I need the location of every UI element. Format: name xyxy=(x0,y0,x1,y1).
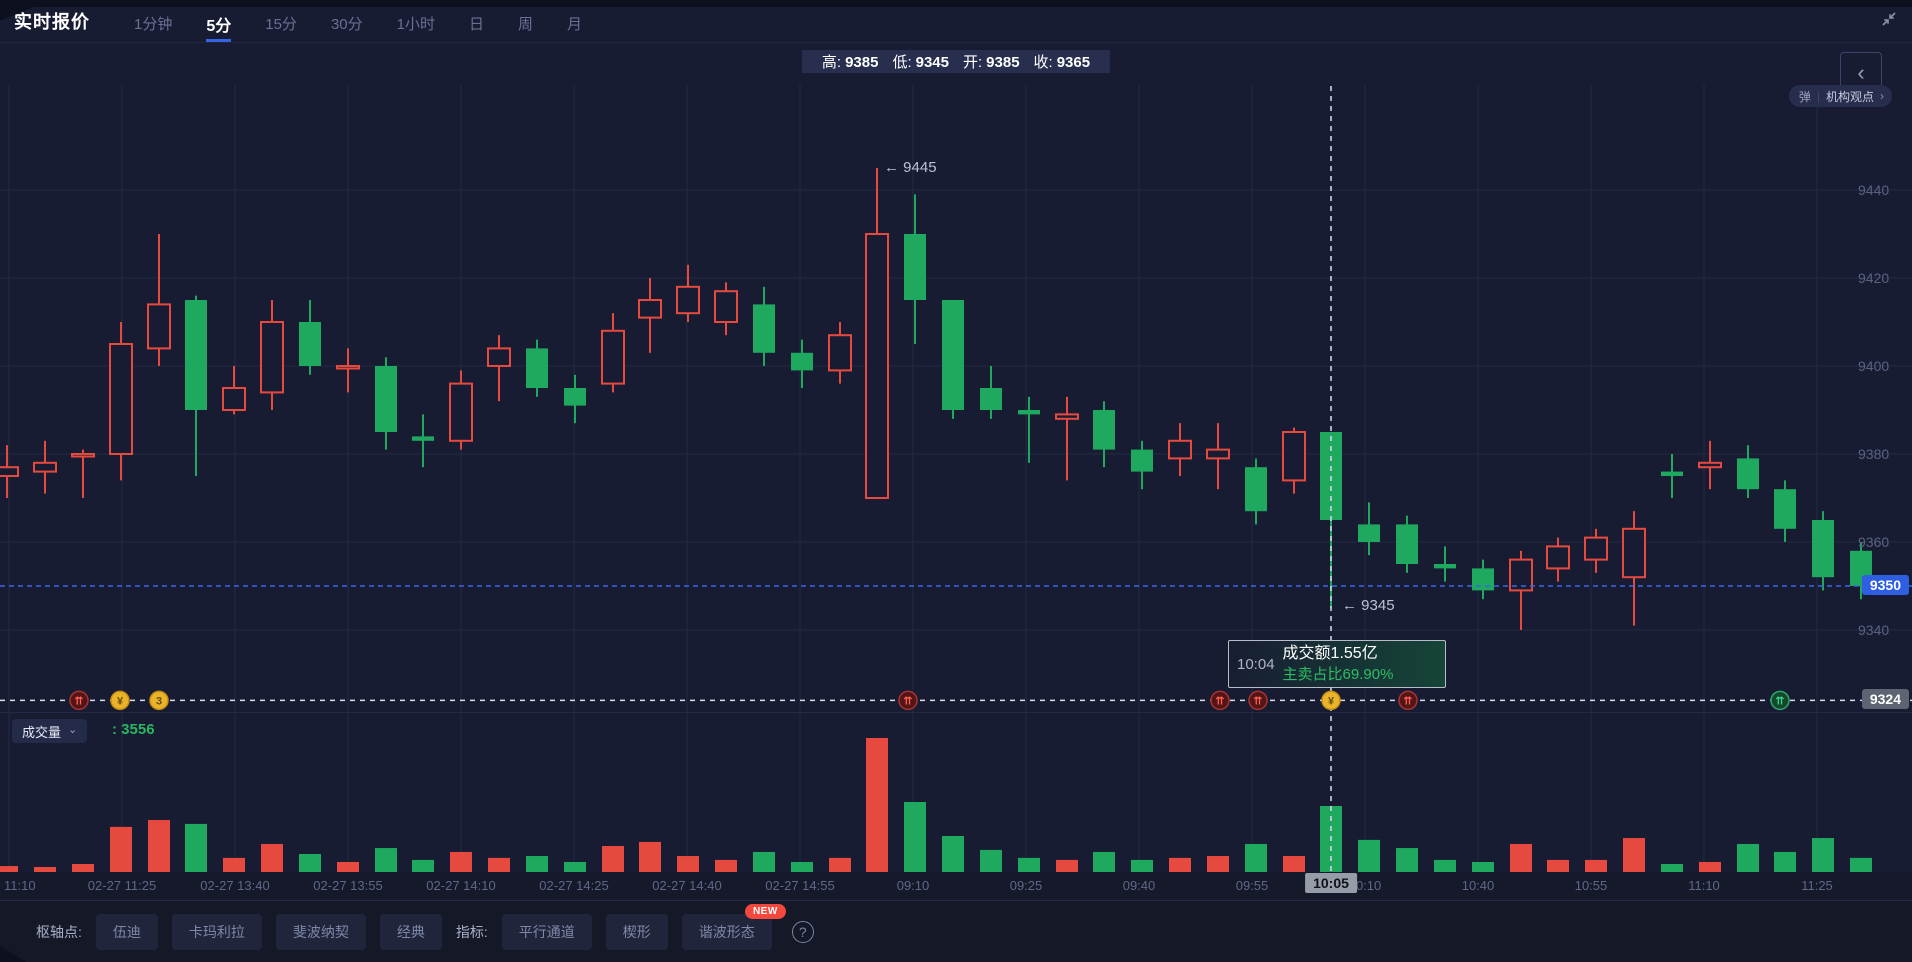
gold-event-marker-icon[interactable]: ¥ xyxy=(1321,690,1341,711)
price-axis-label: 9420 xyxy=(1858,270,1890,286)
indicator-button-2[interactable]: 谐波形态 NEW xyxy=(681,903,786,950)
corner-fold-decoration xyxy=(0,7,34,21)
institution-view-pill[interactable]: 弹 | 机构观点 › xyxy=(1788,85,1892,107)
price-badge-9324: 9324 xyxy=(1861,689,1909,710)
chevron-left-icon: ‹ xyxy=(1857,60,1865,85)
time-axis-label: 09:25 xyxy=(1009,878,1043,893)
price-axis-label: 9400 xyxy=(1858,358,1890,374)
time-axis-label: 11:25 xyxy=(1801,878,1833,893)
price-axis-label: 9340 xyxy=(1858,622,1890,638)
pivot-button-3[interactable]: 经典 xyxy=(379,913,442,950)
price-annotation-9445: ← 9445 xyxy=(884,159,937,176)
tab-interval-4[interactable]: 1小时 xyxy=(396,16,435,33)
svg-text:⇈: ⇈ xyxy=(1253,695,1262,707)
time-axis-label: 10:55 xyxy=(1574,878,1608,893)
volume-bars xyxy=(0,737,1872,872)
time-axis-label: 02-27 14:40 xyxy=(652,878,722,893)
tab-interval-1[interactable]: 5分 xyxy=(206,0,232,42)
pane-divider xyxy=(0,712,1912,713)
time-axis-label: 02-27 14:25 xyxy=(539,878,609,893)
footer-divider xyxy=(0,900,1912,901)
red-event-marker-icon[interactable]: ⇈ xyxy=(1398,690,1418,711)
volume-label: 成交量 xyxy=(22,724,62,740)
corner-fold-bottom-left xyxy=(0,946,26,962)
red-event-marker-icon[interactable]: ⇈ xyxy=(1210,690,1230,711)
time-axis-label: 02-27 13:40 xyxy=(200,878,270,893)
time-axis-label: 11:10 xyxy=(4,878,36,893)
time-axis-label: 10:40 xyxy=(1461,878,1495,893)
green-event-marker-icon[interactable]: ⇈ xyxy=(1770,690,1790,711)
pivot-points-label: 枢轴点: xyxy=(36,923,82,940)
red-event-marker-icon[interactable]: ⇈ xyxy=(898,690,918,711)
new-badge: NEW xyxy=(744,903,786,919)
tab-interval-7[interactable]: 月 xyxy=(567,16,583,33)
high-value: 高: 9385 xyxy=(821,54,879,71)
interval-tabs: 1分钟 5分 15分 30分 1小时 日 周 月 xyxy=(134,0,582,42)
svg-text:⇈: ⇈ xyxy=(903,695,912,707)
header-bar: 实时报价 1分钟 5分 15分 30分 1小时日周月 xyxy=(0,0,1912,43)
price-axis-label: 9440 xyxy=(1858,182,1890,198)
time-axis-label: 09:55 xyxy=(1235,878,1269,893)
pivot-button-1[interactable]: 卡玛利拉 xyxy=(171,913,262,950)
gold-event-marker-icon[interactable]: 3 xyxy=(149,690,169,711)
price-axis-label: 9380 xyxy=(1858,446,1890,462)
ohlc-readout-bar: 高: 9385 低: 9345 开: 9385 收: 9365 xyxy=(801,50,1111,73)
tooltip-turnover: 成交额1.55亿 xyxy=(1282,645,1378,662)
svg-text:¥: ¥ xyxy=(117,695,124,707)
indicator-button-0[interactable]: 平行通道 xyxy=(501,913,592,950)
svg-text:¥: ¥ xyxy=(1328,695,1335,707)
crosshair-time-label: 10:05 xyxy=(1305,873,1357,893)
tooltip-main-sell-ratio: 主卖占比69.90% xyxy=(1282,666,1394,683)
pill-separator: | xyxy=(1816,89,1820,103)
crosshair-tooltip: 10:04 成交额1.55亿 主卖占比69.90% xyxy=(1228,640,1446,688)
collapse-fullscreen-icon[interactable] xyxy=(1878,8,1900,30)
volume-value: : 3556 xyxy=(112,721,155,738)
pivot-button-2[interactable]: 斐波纳契 xyxy=(275,913,366,950)
tab-interval-2[interactable]: 15分 xyxy=(265,16,297,33)
tab-interval-0[interactable]: 1分钟 xyxy=(134,16,173,33)
tooltip-time: 10:04 xyxy=(1237,655,1275,673)
volume-indicator-selector[interactable]: 成交量 ⌄ xyxy=(12,719,88,743)
time-axis-strip xyxy=(0,872,1912,900)
time-axis-label: 02-27 13:55 xyxy=(313,878,383,893)
help-icon[interactable]: ? xyxy=(791,920,814,943)
price-badge-9350: 9350 xyxy=(1861,575,1909,595)
pivot-button-0[interactable]: 伍迪 xyxy=(95,913,158,950)
chevron-down-icon: ⌄ xyxy=(68,723,78,736)
event-markers: ⇈ ¥3 ⇈ ⇈ ⇈ ¥ ⇈ ⇈ xyxy=(69,690,1790,711)
drawing-tools-toolbar: 枢轴点: 伍迪 卡玛利拉 斐波纳契 经典 指标: 平行通道 楔形 谐波形态 NEW? xyxy=(0,901,1912,962)
tab-interval-5[interactable]: 日 xyxy=(468,16,484,33)
danmu-toggle[interactable]: 弹 xyxy=(1798,89,1811,104)
red-event-marker-icon[interactable]: ⇈ xyxy=(69,690,89,711)
svg-text:⇈: ⇈ xyxy=(1215,695,1224,707)
indicators-label: 指标: xyxy=(455,923,488,940)
candles xyxy=(0,168,1872,630)
chevron-right-icon: › xyxy=(1880,89,1884,103)
tab-interval-6[interactable]: 周 xyxy=(517,16,533,33)
red-event-marker-icon[interactable]: ⇈ xyxy=(1248,690,1268,711)
time-axis-label: 09:10 xyxy=(896,878,930,893)
svg-text:⇈: ⇈ xyxy=(1775,695,1784,707)
close-value: 收: 9365 xyxy=(1033,54,1091,71)
svg-text:⇈: ⇈ xyxy=(1403,695,1412,707)
time-axis-label: 11:10 xyxy=(1688,878,1720,893)
gridlines xyxy=(0,85,1912,872)
window-top-strip xyxy=(0,0,1912,7)
indicator-button-1[interactable]: 楔形 xyxy=(605,913,668,950)
price-annotation-9345: ← 9345 xyxy=(1342,597,1395,614)
svg-text:⇈: ⇈ xyxy=(74,695,83,707)
time-axis-label: 02-27 11:25 xyxy=(87,878,157,893)
low-value: 低: 9345 xyxy=(892,54,949,71)
institution-view-label: 机构观点 xyxy=(1825,89,1874,104)
time-axis-label: 09:40 xyxy=(1122,878,1156,893)
time-axis-label: 02-27 14:10 xyxy=(426,878,496,893)
time-axis-label: 02-27 14:55 xyxy=(765,878,835,893)
svg-text:3: 3 xyxy=(156,695,162,707)
open-value: 开: 9385 xyxy=(963,54,1020,71)
gold-event-marker-icon[interactable]: ¥ xyxy=(110,690,130,711)
price-axis-label: 9360 xyxy=(1858,534,1890,550)
tab-interval-3[interactable]: 30分 xyxy=(330,16,363,33)
